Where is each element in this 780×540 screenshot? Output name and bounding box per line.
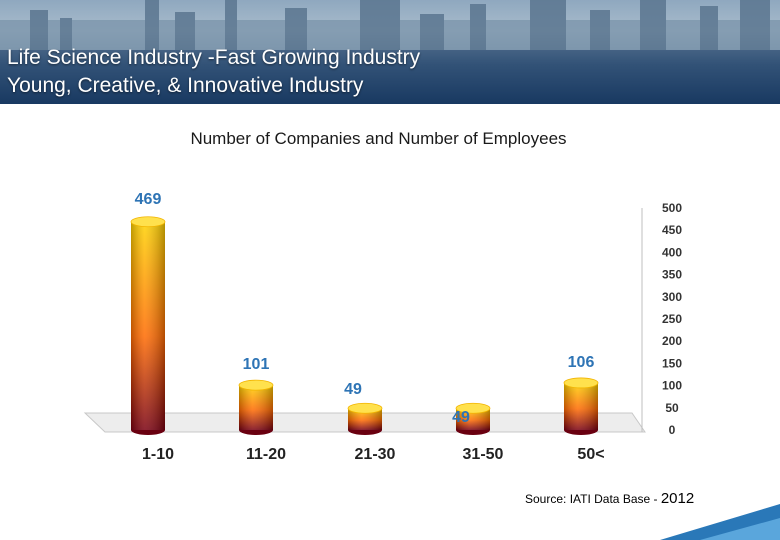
title-line-1: Life Science Industry -Fast Growing Indu… bbox=[7, 46, 421, 69]
chart-title: Number of Companies and Number of Employ… bbox=[190, 129, 567, 148]
data-label: 49 bbox=[344, 381, 362, 398]
x-tick-label: 1-10 bbox=[142, 446, 174, 463]
title-line-2: Young, Creative, & Innovative Industry bbox=[7, 74, 364, 97]
page-title: Life Science Industry -Fast Growing Indu… bbox=[7, 44, 420, 100]
bar-shade bbox=[131, 221, 165, 430]
bars: 469 101 49 49 106 bbox=[130, 191, 599, 435]
y-tick-label: 400 bbox=[662, 245, 682, 259]
bar-shade bbox=[348, 408, 382, 430]
data-label: 101 bbox=[243, 356, 270, 373]
bar-top bbox=[347, 402, 383, 414]
x-tick-label: 21-30 bbox=[355, 446, 396, 463]
bar-50< bbox=[563, 377, 599, 435]
x-tick-label: 50< bbox=[577, 446, 604, 463]
bar-shade bbox=[239, 385, 273, 430]
bar-top bbox=[455, 402, 491, 414]
x-tick-label: 31-50 bbox=[463, 446, 504, 463]
y-tick-label: 450 bbox=[662, 223, 682, 237]
header-banner: Life Science Industry -Fast Growing Indu… bbox=[0, 0, 780, 104]
data-label: 106 bbox=[568, 354, 595, 371]
y-tick-label: 250 bbox=[662, 312, 682, 326]
x-axis: 1-10 11-20 21-30 31-50 50< bbox=[142, 446, 605, 463]
source-note: Source: IATI Data Base - 2012 bbox=[525, 490, 694, 507]
bar-top bbox=[238, 379, 274, 391]
bar-top bbox=[563, 377, 599, 389]
bar-31-50 bbox=[455, 402, 491, 435]
y-tick-label: 200 bbox=[662, 334, 682, 348]
data-label: 469 bbox=[135, 191, 162, 208]
y-tick-label: 100 bbox=[662, 379, 682, 393]
y-tick-label: 300 bbox=[662, 290, 682, 304]
bar-21-30 bbox=[347, 402, 383, 435]
y-tick-label: 0 bbox=[669, 423, 676, 437]
x-tick-label: 11-20 bbox=[246, 446, 286, 463]
y-tick-label: 500 bbox=[662, 201, 682, 215]
bar-11-20 bbox=[238, 379, 274, 435]
skyline-image bbox=[0, 0, 780, 104]
data-label: 49 bbox=[452, 409, 470, 426]
corner-decoration bbox=[660, 504, 780, 540]
y-axis: 0 50 100 150 200 250 300 350 400 450 500 bbox=[662, 201, 682, 437]
bar-top bbox=[130, 216, 166, 228]
source-year: 2012 bbox=[660, 490, 695, 507]
y-tick-label: 150 bbox=[662, 356, 682, 370]
bar-shade bbox=[456, 408, 490, 430]
y-tick-label: 350 bbox=[662, 268, 682, 282]
source-text: Source: IATI Data Base - bbox=[525, 492, 661, 506]
y-tick-label: 50 bbox=[665, 401, 679, 415]
bar-shade bbox=[564, 382, 598, 430]
bar-1-10 bbox=[130, 216, 166, 435]
